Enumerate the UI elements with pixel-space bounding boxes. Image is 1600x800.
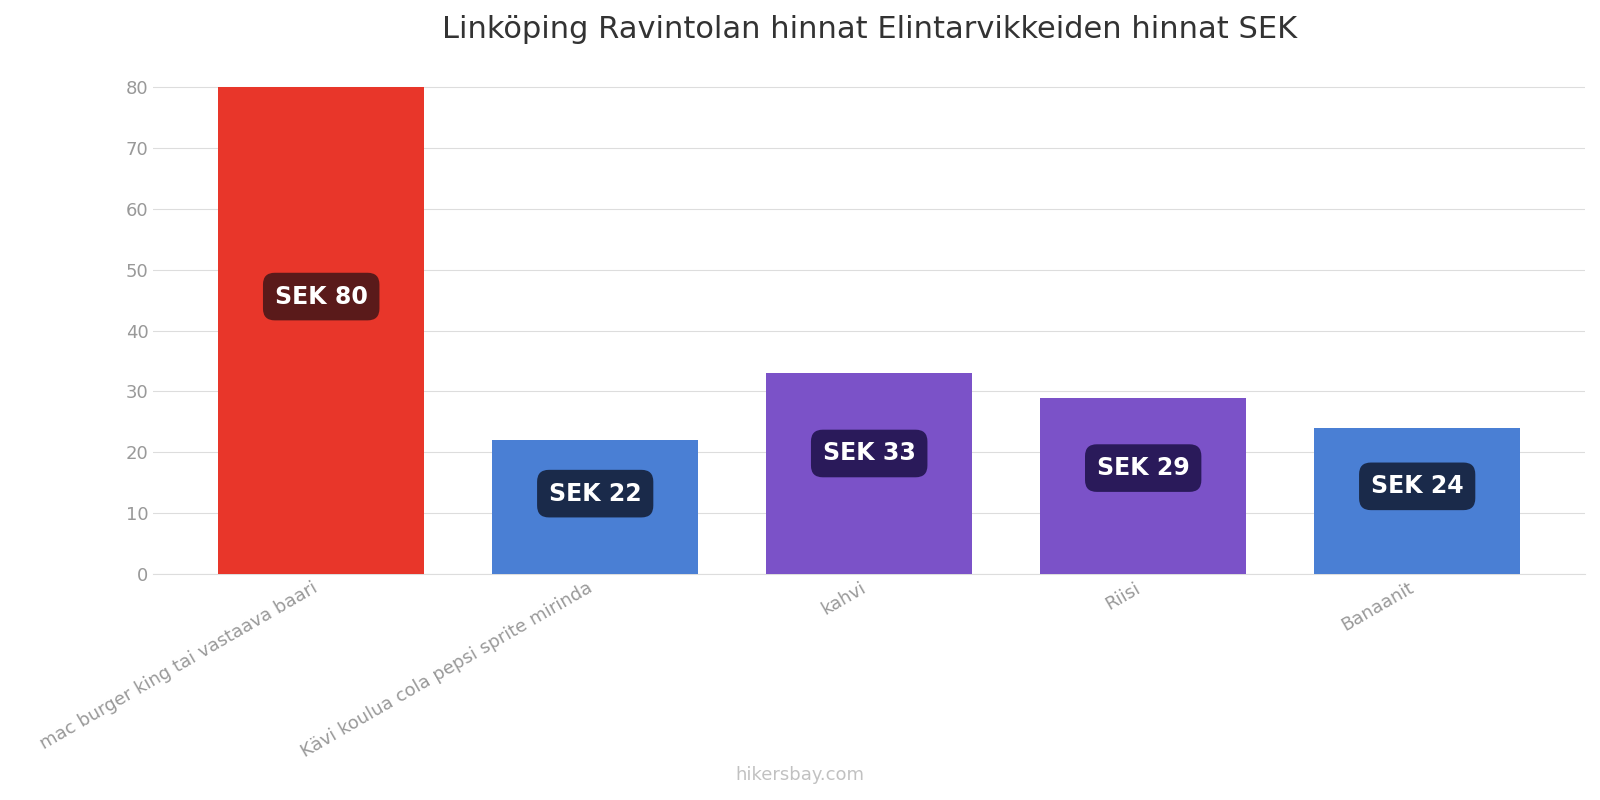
Bar — [1040, 398, 1246, 574]
Text: hikersbay.com: hikersbay.com — [736, 766, 864, 784]
Bar — [219, 87, 424, 574]
Title: Linköping Ravintolan hinnat Elintarvikkeiden hinnat SEK: Linköping Ravintolan hinnat Elintarvikke… — [442, 15, 1296, 44]
Text: SEK 29: SEK 29 — [1098, 456, 1189, 480]
Bar — [493, 440, 698, 574]
Text: SEK 80: SEK 80 — [275, 285, 368, 309]
Text: SEK 33: SEK 33 — [822, 442, 915, 466]
Text: SEK 24: SEK 24 — [1371, 474, 1464, 498]
Bar — [766, 374, 971, 574]
Text: SEK 22: SEK 22 — [549, 482, 642, 506]
Bar — [1315, 428, 1520, 574]
